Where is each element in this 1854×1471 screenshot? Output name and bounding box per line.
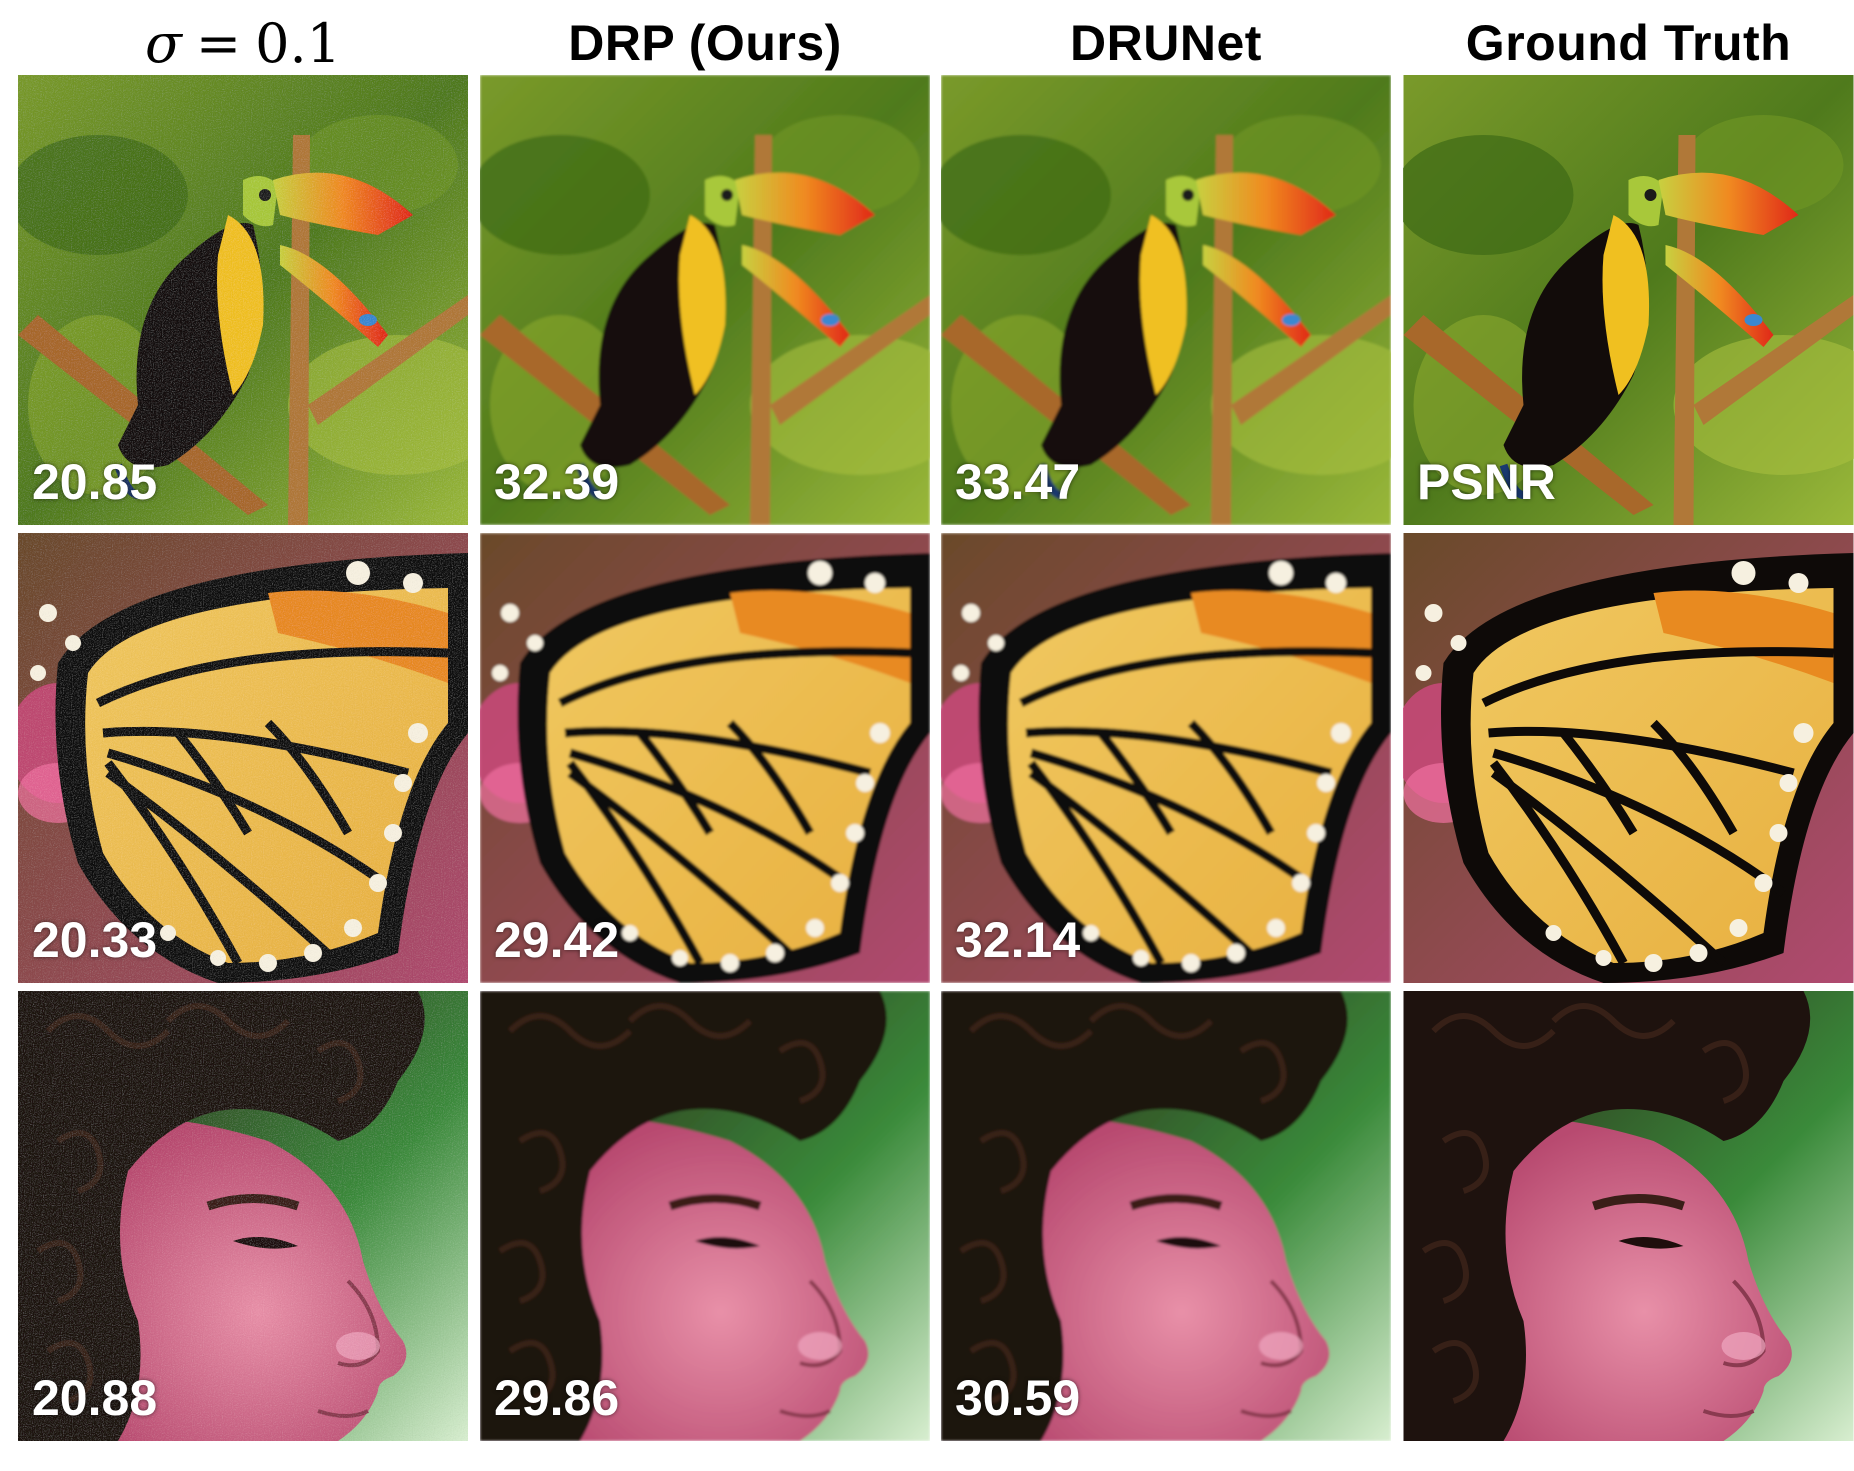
psnr-value: 20.85	[32, 454, 158, 510]
ground-truth-toucan-image: PSNR	[1403, 75, 1854, 525]
noise-value: 0.1	[255, 11, 341, 75]
header-noise-level: σ = 0.1	[18, 8, 468, 78]
drp-face-image: 29.86	[480, 991, 930, 1441]
header-drp: DRP (Ours)	[568, 15, 842, 71]
sigma-symbol: σ	[144, 11, 182, 75]
drunet-butterfly-image: 32.14	[941, 533, 1391, 983]
psnr-label: PSNR	[1417, 454, 1556, 510]
noisy-face-image: 20.88	[18, 991, 468, 1441]
psnr-value: 29.42	[494, 912, 620, 968]
drunet-face-image: 30.59	[941, 991, 1391, 1441]
noisy-toucan-image: 20.85	[18, 75, 468, 525]
psnr-value: 33.47	[955, 454, 1081, 510]
header-drunet: DRUNet	[1070, 15, 1262, 71]
psnr-value: 29.86	[494, 1370, 620, 1426]
noisy-butterfly-image: 20.33	[18, 533, 468, 983]
drunet-toucan-image: 33.47	[941, 75, 1391, 525]
header-ground-truth: Ground Truth	[1465, 15, 1792, 71]
psnr-value: 20.88	[32, 1370, 158, 1426]
psnr-value: 32.39	[494, 454, 620, 510]
psnr-value: 30.59	[955, 1370, 1081, 1426]
drp-toucan-image: 32.39	[480, 75, 930, 525]
ground-truth-butterfly-image	[1403, 533, 1854, 983]
ground-truth-face-image	[1403, 991, 1854, 1441]
psnr-value: 20.33	[32, 912, 158, 968]
equals-symbol: =	[195, 11, 242, 75]
psnr-value: 32.14	[955, 912, 1081, 968]
drp-butterfly-image: 29.42	[480, 533, 930, 983]
